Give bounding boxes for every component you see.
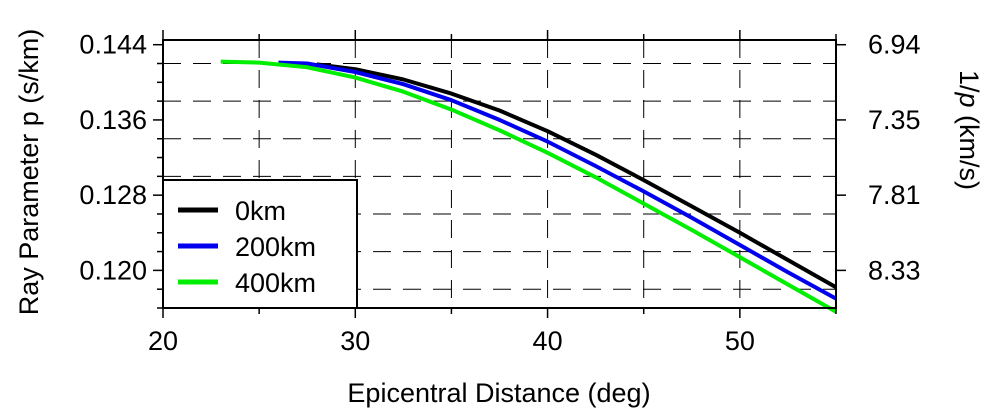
legend-label: 0km [235, 196, 286, 226]
x-tick-label: 40 [533, 326, 563, 356]
y-tick-label: 0.144 [79, 30, 147, 60]
y-tick-label: 0.128 [79, 180, 147, 210]
series-lines [220, 59, 837, 314]
y-tick-labels: 0.120 0.128 0.136 0.144 [79, 30, 147, 286]
y2-tick-label: 7.81 [868, 180, 921, 210]
y2-tick-label: 8.33 [868, 255, 921, 285]
y-tick-label: 0.120 [79, 255, 147, 285]
y2-axis-title: 1/p (km/s) [954, 70, 984, 190]
legend-label: 200km [235, 232, 316, 262]
series-line-0km [316, 62, 837, 290]
x-tick-label: 20 [148, 326, 178, 356]
plot-frame [162, 39, 837, 309]
y-tick-label: 0.136 [79, 105, 147, 135]
y2-tick-labels: 8.33 7.81 7.35 6.94 [868, 30, 921, 286]
x-axis-title: Epicentral Distance (deg) [347, 378, 650, 408]
series-line-200km [278, 60, 837, 301]
y-axis-title: Ray Parameter p (s/km) [14, 29, 44, 316]
y2-tick-label: 6.94 [868, 30, 921, 60]
x-tick-labels: 20 30 40 50 [148, 326, 755, 356]
axis-ticks [153, 30, 846, 318]
grid-lines [163, 40, 836, 308]
legend: 0km 200km 400km [162, 179, 358, 309]
x-tick-label: 30 [340, 326, 370, 356]
series-line-400km [220, 59, 837, 314]
x-tick-label: 50 [725, 326, 755, 356]
y2-tick-label: 7.35 [868, 105, 921, 135]
legend-label: 400km [235, 268, 316, 298]
